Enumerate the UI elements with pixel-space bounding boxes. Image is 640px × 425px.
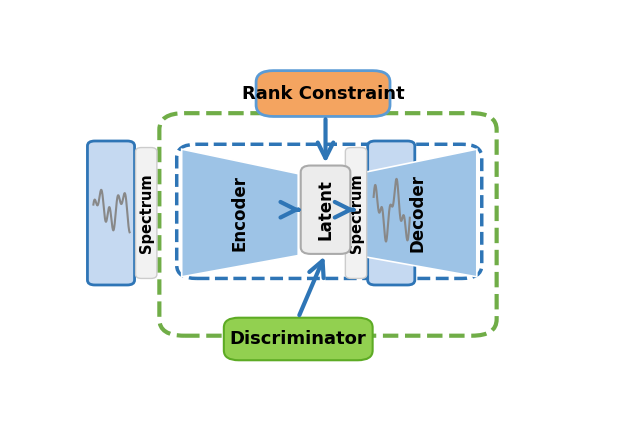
- Polygon shape: [182, 149, 298, 277]
- FancyBboxPatch shape: [88, 141, 134, 285]
- Polygon shape: [358, 149, 477, 277]
- FancyBboxPatch shape: [367, 141, 415, 285]
- FancyBboxPatch shape: [346, 147, 367, 278]
- Text: Latent: Latent: [317, 179, 335, 240]
- FancyBboxPatch shape: [224, 318, 372, 360]
- FancyBboxPatch shape: [136, 147, 157, 278]
- FancyBboxPatch shape: [301, 166, 350, 254]
- Text: Decoder: Decoder: [408, 174, 426, 252]
- Text: Discriminator: Discriminator: [230, 330, 367, 348]
- Text: Spectrum: Spectrum: [139, 173, 154, 253]
- Text: Spectrum: Spectrum: [349, 173, 364, 253]
- Text: Encoder: Encoder: [231, 175, 249, 251]
- Text: Rank Constraint: Rank Constraint: [242, 85, 404, 102]
- FancyBboxPatch shape: [256, 71, 390, 116]
